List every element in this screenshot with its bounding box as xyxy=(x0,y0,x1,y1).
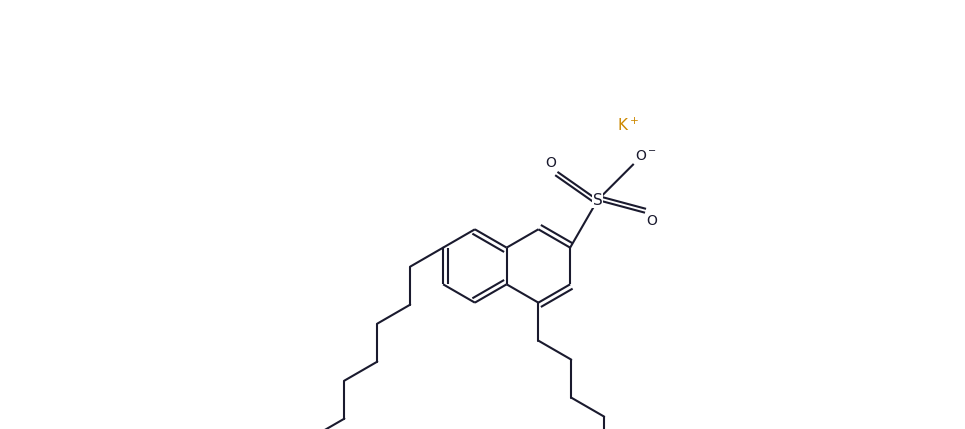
Text: O$^-$: O$^-$ xyxy=(635,149,657,163)
Text: S: S xyxy=(593,193,602,208)
Text: K$^+$: K$^+$ xyxy=(617,116,639,134)
Text: O: O xyxy=(545,157,556,170)
Text: O: O xyxy=(646,214,657,228)
